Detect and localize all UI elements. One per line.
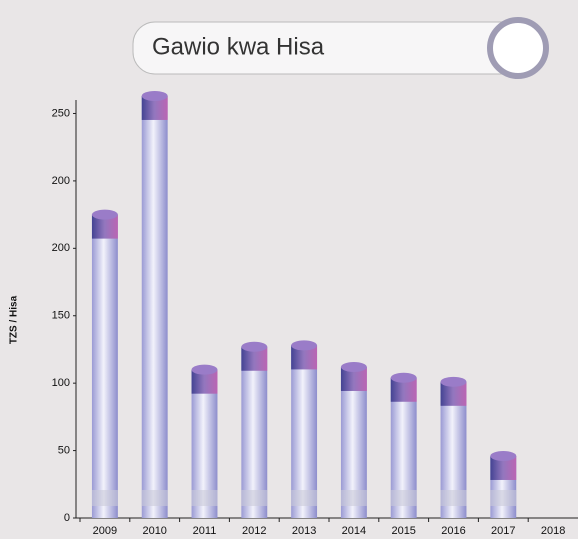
chart: Gawio kwa Hisa TZS / Hisa 0 50 100 150 200 20… (0, 0, 578, 539)
x-tick-label: 2014 (342, 525, 366, 537)
bar-base (341, 490, 367, 506)
x-tick-label: 2018 (541, 525, 565, 537)
page: {"chart_data": {"type": "bar", "title": … (0, 0, 578, 539)
bar-base (241, 490, 267, 506)
bar (142, 96, 168, 518)
bar-top (92, 210, 118, 220)
bar-top (391, 373, 417, 383)
bar-base (192, 490, 218, 506)
y-tick-label: 200 (52, 242, 70, 254)
bar-base (391, 490, 417, 506)
y-tick-label: 100 (52, 377, 70, 389)
bar-top (441, 377, 467, 387)
y-tick-label: 150 (52, 310, 70, 322)
bar-top (490, 451, 516, 461)
x-tick-label: 2017 (491, 525, 515, 537)
bar-base (92, 490, 118, 506)
logo (490, 20, 546, 76)
bar-top (142, 91, 168, 101)
x-tick-label: 2011 (193, 525, 217, 537)
bar-top (341, 362, 367, 372)
y-tick-label: 50 (58, 444, 70, 456)
x-tick-label: 2016 (441, 525, 465, 537)
y-tick-label: 200 (52, 175, 70, 187)
x-tick-label: 2015 (391, 525, 415, 537)
x-tick-label: 2012 (242, 525, 266, 537)
y-axis-title: TZS / Hisa (9, 295, 20, 344)
x-tick-label: 2009 (93, 525, 117, 537)
bar-base (441, 490, 467, 506)
bar-top (192, 365, 218, 375)
x-tick-label: 2010 (142, 525, 166, 537)
bar-base (142, 490, 168, 506)
chart-title: Gawio kwa Hisa (152, 33, 325, 60)
x-tick-label: 2013 (292, 525, 316, 537)
bar (92, 215, 118, 518)
bar-top (241, 342, 267, 352)
y-tick-label: 250 (52, 107, 70, 119)
bar-base (291, 490, 317, 506)
bar-base (490, 490, 516, 506)
y-tick-label: 0 (64, 512, 70, 524)
bar-top (291, 340, 317, 350)
